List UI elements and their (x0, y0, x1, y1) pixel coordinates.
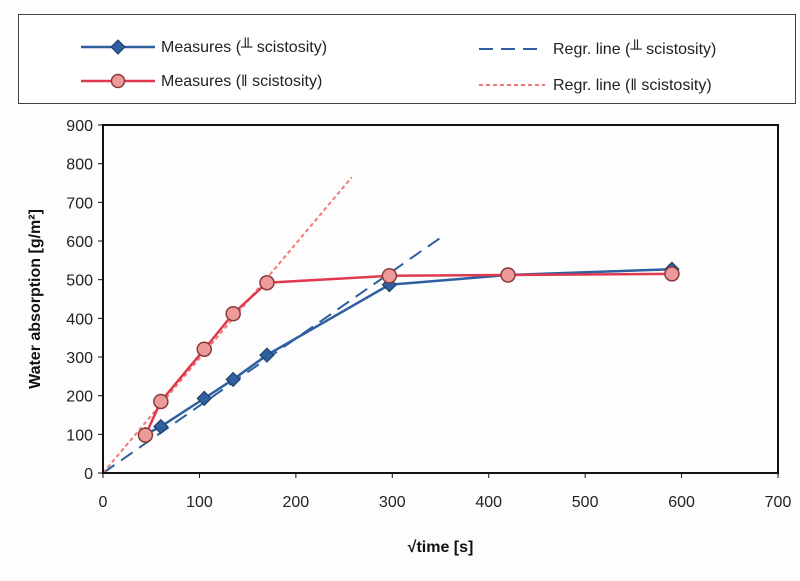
series-line-3 (102, 176, 353, 474)
data-point-circle (381, 268, 398, 284)
data-point-circle (259, 275, 275, 291)
x-tick-label: 500 (572, 494, 599, 511)
data-point-circle (225, 305, 241, 322)
legend-label: Measures (╨ scistosity) (161, 39, 328, 56)
x-tick-label: 600 (668, 494, 695, 511)
y-tick-label: 100 (66, 427, 93, 444)
legend-label: Regr. line (╨ scistosity) (553, 41, 717, 58)
tick-labels: 0 100 200 300 400 500 600 700 800 900 0 100 200 300 40… (66, 118, 791, 511)
x-tick-label: 100 (186, 494, 213, 511)
x-axis-title: √time [s] (408, 539, 474, 556)
x-tick-label: 0 (99, 494, 108, 511)
y-tick-label: 900 (66, 118, 93, 135)
y-tick-label: 300 (66, 350, 93, 367)
legend-label: Measures (‖ scistosity) (161, 73, 323, 90)
data-point-circle (500, 267, 516, 283)
legend-swatch-long-dash (479, 48, 545, 50)
y-tick-label: 500 (66, 273, 93, 290)
x-tick-label: 700 (765, 494, 792, 511)
data-point-diamond (153, 418, 169, 435)
legend-swatch-short-dash (479, 84, 545, 86)
legend-label: Regr. line (‖ scistosity) (553, 77, 712, 94)
y-tick-label: 200 (66, 389, 93, 406)
series-lines (102, 176, 672, 474)
legend-swatch-circle-line (81, 73, 155, 89)
y-tick-label: 0 (84, 466, 93, 483)
data-point-circle (664, 266, 680, 282)
data-point-diamond (259, 347, 275, 363)
series-line-1 (144, 272, 672, 436)
y-tick-label: 700 (66, 195, 93, 212)
series-line-0 (144, 267, 672, 436)
data-point-circle (137, 427, 154, 443)
y-tick-label: 400 (66, 311, 93, 328)
legend-swatch-diamond-line (81, 39, 155, 55)
plot-area-frame (102, 124, 779, 474)
data-point-diamond (196, 390, 212, 407)
y-tick-label: 800 (66, 157, 93, 174)
x-tick-label: 200 (283, 494, 310, 511)
x-tick-label: 300 (379, 494, 406, 511)
series-markers (137, 261, 680, 443)
data-point-diamond (225, 371, 241, 388)
x-tick-label: 400 (475, 494, 502, 511)
data-point-circle (196, 341, 212, 358)
legend: Measures (╨ scistosity) Measures (‖ scis… (18, 14, 796, 104)
data-point-circle (153, 393, 169, 410)
y-tick-label: 600 (66, 234, 93, 251)
y-axis-title: Water absorption [g/m²] (27, 209, 44, 389)
